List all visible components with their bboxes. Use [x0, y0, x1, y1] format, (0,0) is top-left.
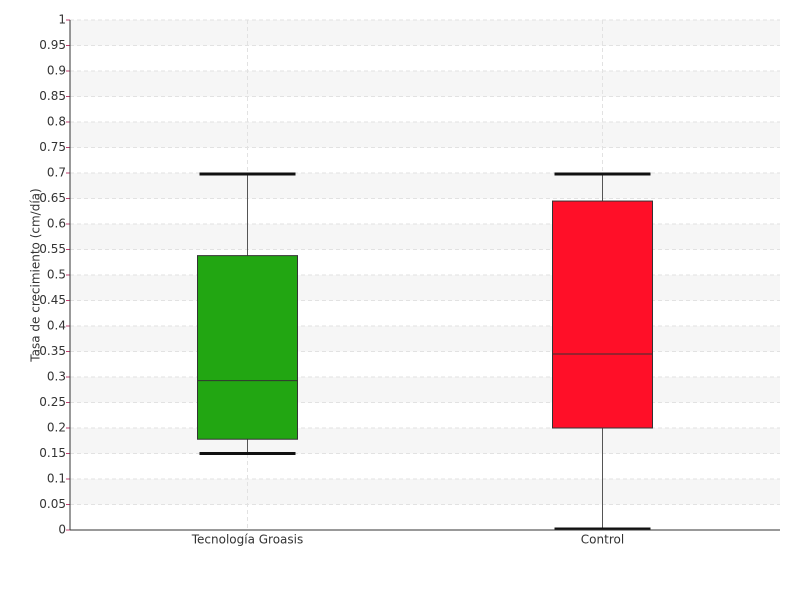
- y-tick-label: 0.6: [47, 217, 66, 231]
- grid-band: [70, 428, 780, 454]
- y-tick-label: 0.2: [47, 421, 66, 435]
- y-tick-label: 0.8: [47, 115, 66, 129]
- y-tick-label: 0.9: [47, 64, 66, 78]
- grid-band: [70, 224, 780, 250]
- grid-band: [70, 20, 780, 46]
- y-tick-label: 0.4: [47, 319, 66, 333]
- grid-band: [70, 173, 780, 199]
- y-tick-label: 0.5: [47, 268, 66, 282]
- y-tick-label: 0.1: [47, 472, 66, 486]
- grid-band: [70, 377, 780, 403]
- x-tick-label: Control: [581, 533, 624, 547]
- y-tick-label: 0: [58, 523, 66, 537]
- y-tick-label: 0.35: [39, 344, 66, 358]
- grid-band: [70, 71, 780, 97]
- y-tick-label: 0.45: [39, 293, 66, 307]
- box: [552, 200, 653, 429]
- y-tick-label: 0.3: [47, 370, 66, 384]
- y-tick-label: 0.7: [47, 166, 66, 180]
- box: [197, 255, 298, 440]
- y-tick-label: 0.05: [39, 497, 66, 511]
- y-axis-label: Tasa de crecimiento (cm/día): [29, 188, 43, 362]
- x-tick-label: Tecnología Groasis: [191, 533, 304, 547]
- grid-band: [70, 479, 780, 505]
- y-tick-label: 0.85: [39, 89, 66, 103]
- y-tick-label: 0.25: [39, 395, 66, 409]
- grid-band: [70, 326, 780, 352]
- grid-band: [70, 122, 780, 148]
- y-tick-label: 0.95: [39, 38, 66, 52]
- y-tick-label: 1: [58, 13, 66, 27]
- y-tick-label: 0.75: [39, 140, 66, 154]
- y-tick-label: 0.15: [39, 446, 66, 460]
- grid-band: [70, 275, 780, 301]
- y-tick-label: 0.55: [39, 242, 66, 256]
- y-tick-label: 0.65: [39, 191, 66, 205]
